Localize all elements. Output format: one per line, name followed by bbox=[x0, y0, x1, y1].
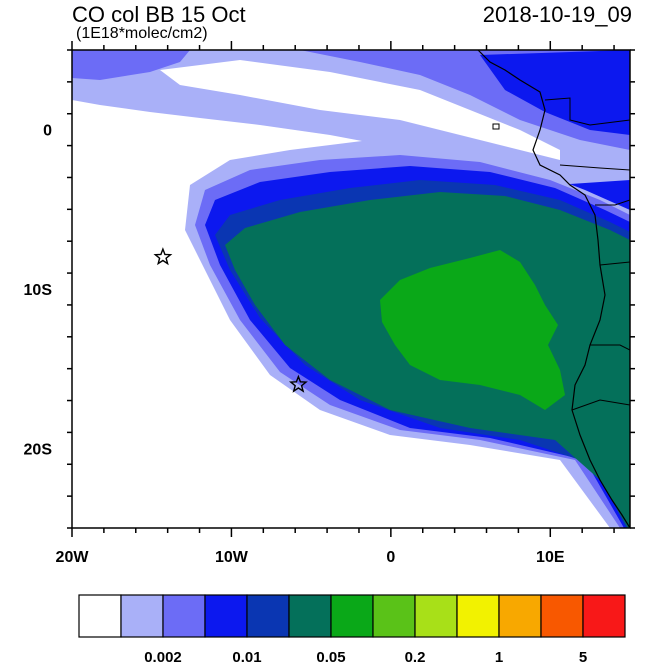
colorbar-box bbox=[414, 594, 458, 638]
plot-frame bbox=[71, 49, 631, 529]
colorbar-box bbox=[330, 594, 374, 638]
colorbar-box bbox=[582, 594, 626, 638]
island-outline bbox=[492, 123, 500, 130]
star-marker bbox=[153, 247, 173, 266]
colorbar-box bbox=[540, 594, 584, 638]
colorbar-box bbox=[204, 594, 248, 638]
colorbar-box bbox=[78, 594, 122, 638]
colorbar-label: 0.05 bbox=[316, 649, 345, 666]
colorbar-label: 0.002 bbox=[144, 649, 182, 666]
colorbar-box bbox=[498, 594, 542, 638]
axis-ticks bbox=[67, 41, 635, 537]
map-units: (1E18*molec/cm2) bbox=[76, 25, 208, 42]
colorbar-label: 5 bbox=[579, 649, 587, 666]
colorbar-box bbox=[246, 594, 290, 638]
contour-fields bbox=[72, 50, 630, 528]
map-title: CO col BB 15 Oct bbox=[72, 2, 246, 27]
colorbar-box bbox=[372, 594, 416, 638]
star-marker bbox=[288, 374, 308, 393]
colorbar-box bbox=[120, 594, 164, 638]
x-tick-label: 10W bbox=[215, 549, 249, 566]
x-tick-label: 20W bbox=[56, 549, 90, 566]
x-tick-label: 0 bbox=[386, 549, 395, 566]
contour-plume-green bbox=[380, 250, 565, 410]
colorbar-box bbox=[288, 594, 332, 638]
coastline bbox=[477, 50, 630, 528]
map-datetime: 2018-10-19_09 bbox=[482, 2, 632, 27]
y-tick-label: 20S bbox=[24, 441, 53, 458]
colorbar-label: 0.2 bbox=[405, 649, 426, 666]
axis-tick-labels: 20W 10W 0 10E 0 10S 20S bbox=[24, 123, 565, 566]
colorbar: 0.002 0.01 0.05 0.2 1 5 bbox=[78, 594, 626, 666]
colorbar-label: 0.01 bbox=[232, 649, 261, 666]
contour-north-mid bbox=[72, 50, 630, 150]
y-tick-label: 0 bbox=[43, 123, 52, 140]
y-tick-label: 10S bbox=[24, 282, 53, 299]
star-markers bbox=[153, 247, 308, 393]
colorbar-label: 1 bbox=[495, 649, 503, 666]
colorbar-box bbox=[456, 594, 500, 638]
country-borders bbox=[544, 97, 630, 411]
colorbar-box bbox=[162, 594, 206, 638]
x-tick-label: 10E bbox=[536, 549, 565, 566]
contour-north-white-streak bbox=[160, 60, 560, 160]
contour-north-dark bbox=[480, 50, 630, 215]
